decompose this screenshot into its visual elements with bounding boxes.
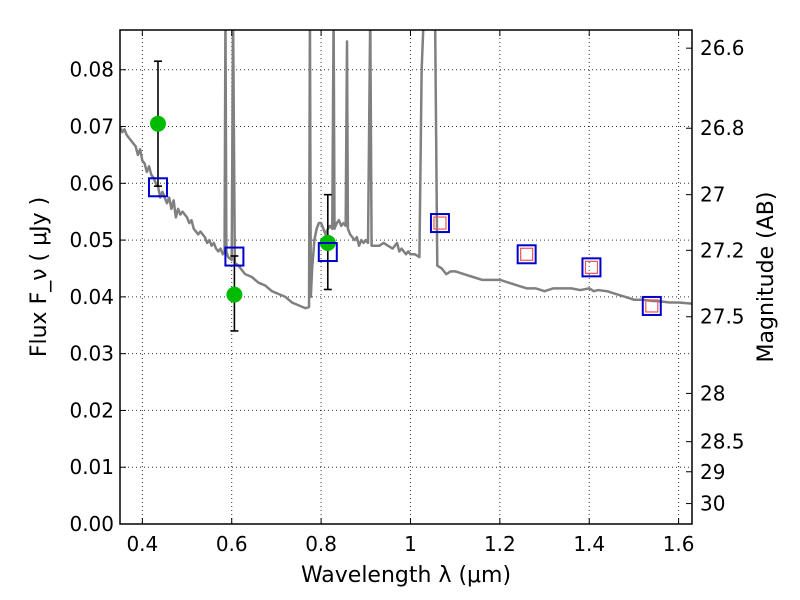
model-flux-marker (147, 177, 168, 198)
model-flux-marker (516, 244, 537, 265)
magnitude-tick-label: 28 (700, 381, 725, 405)
y-tick-label: 0.05 (69, 228, 114, 252)
x-tick-label: 1.2 (484, 532, 516, 556)
y-tick-label: 0.03 (69, 342, 114, 366)
x-tick-label: 0.4 (126, 532, 158, 556)
magnitude-tick-label: 27 (700, 183, 725, 207)
magnitude-tick-label: 30 (700, 492, 725, 516)
magnitude-tick-label: 27.2 (700, 238, 745, 262)
x-tick-label: 0.6 (216, 532, 248, 556)
x-tick-label: 1 (404, 532, 417, 556)
y-axis-title: Flux F_ν ( μJy ) (27, 197, 52, 357)
predicted-flux-marker (433, 216, 447, 230)
x-axis-title: Wavelength λ (μm) (301, 563, 511, 588)
y-tick-label: 0.02 (69, 398, 114, 422)
model-flux-marker (581, 257, 602, 278)
y-tick-label: 0.07 (69, 115, 114, 139)
plot-area (120, 30, 692, 310)
model-flux-marker (317, 242, 338, 263)
y-tick-label: 0.00 (69, 512, 114, 536)
magnitude-tick-label: 26.8 (700, 116, 745, 140)
x-tick-label: 1.6 (663, 532, 695, 556)
magnitude-tick-label: 26.6 (700, 36, 745, 60)
model-flux-marker (224, 246, 245, 267)
y-tick-label: 0.06 (69, 171, 114, 195)
y-tick-label: 0.08 (69, 58, 114, 82)
predicted-flux-marker (645, 299, 659, 313)
x-tick-label: 0.8 (305, 532, 337, 556)
model-flux-marker (429, 213, 450, 234)
spectrum-line (120, 30, 692, 310)
magnitude-tick-label: 27.5 (700, 305, 745, 329)
y2-axis-title: Magnitude (AB) (754, 192, 779, 363)
axis-ticks: 0.4 0.6 0.8 1 1.2 1.4 1.6 0.00 0.01 0.02 0.03 0.04 0… (69, 30, 745, 556)
observed-flux-point (149, 115, 166, 132)
magnitude-tick-label: 29 (700, 460, 725, 484)
observed-flux-point (226, 286, 243, 303)
y-tick-label: 0.04 (69, 285, 114, 309)
x-tick-label: 1.4 (573, 532, 605, 556)
predicted-flux-marker (520, 247, 534, 261)
y-tick-label: 0.01 (69, 455, 114, 479)
markers (147, 60, 662, 332)
predicted-flux-marker (584, 260, 599, 274)
model-flux-marker (641, 295, 662, 316)
magnitude-tick-label: 28.5 (700, 430, 745, 454)
plot-frame (119, 29, 693, 525)
